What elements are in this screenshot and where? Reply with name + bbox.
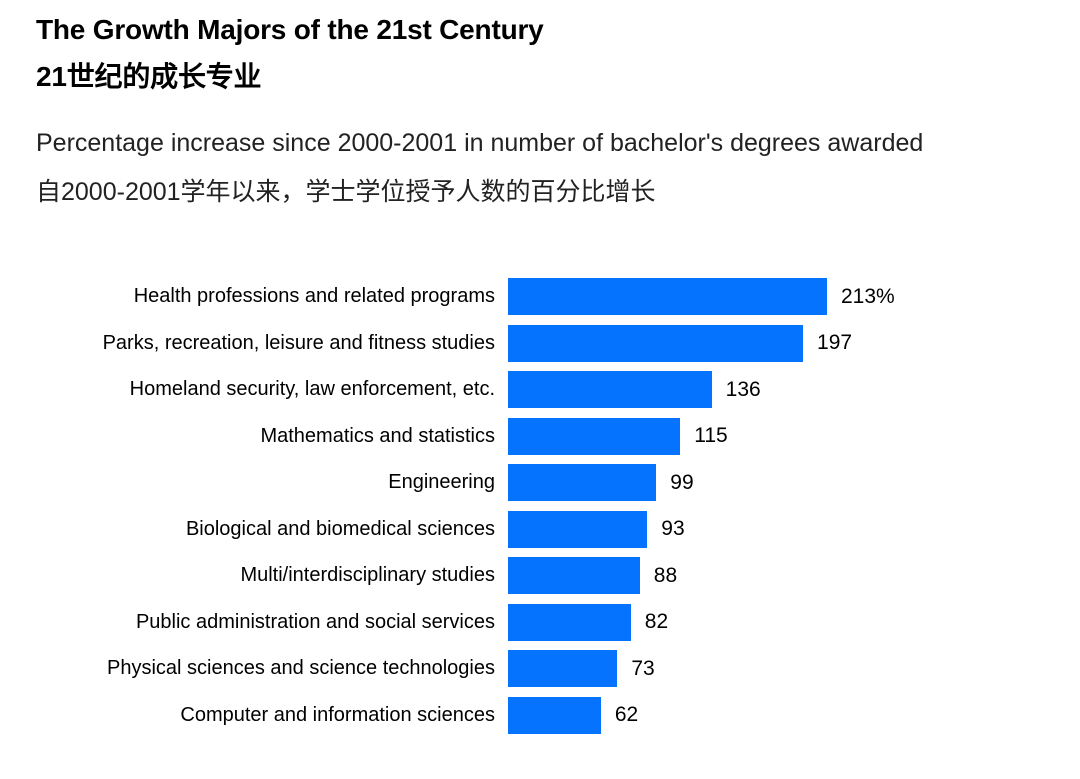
- value-label: 73: [631, 656, 655, 680]
- bar-zone: 73: [508, 650, 1040, 688]
- bar-zone: 62: [508, 696, 1040, 734]
- chart-row: Public administration and social service…: [36, 599, 1040, 646]
- bar: [508, 371, 712, 409]
- chart-row: Computer and information sciences 62: [36, 692, 1040, 739]
- bar-chart: Health professions and related programs 2…: [36, 274, 1040, 739]
- category-label: Multi/interdisciplinary studies: [240, 564, 495, 587]
- bar-zone: 82: [508, 603, 1040, 641]
- value-label: 93: [661, 517, 685, 541]
- category-label: Engineering: [388, 471, 495, 494]
- value-label: 213%: [841, 284, 895, 308]
- chart-row: Homeland security, law enforcement, etc.…: [36, 367, 1040, 414]
- category-label: Public administration and social service…: [135, 610, 495, 633]
- chart-row: Engineering 99: [36, 460, 1040, 507]
- chart-row: Health professions and related programs 2…: [36, 274, 1040, 321]
- bar: [508, 650, 618, 688]
- bar: [508, 464, 657, 502]
- value-label: 82: [644, 610, 669, 634]
- value-label: 62: [614, 703, 639, 727]
- category-label: Homeland security, law enforcement, etc.: [129, 378, 495, 401]
- value-label: 136: [725, 377, 761, 401]
- subtitle-chinese: 自2000-2001学年以来，学士学位授予人数的百分比增长: [36, 177, 656, 206]
- subtitle-english: Percentage increase since 2000-2001 in n…: [36, 128, 924, 157]
- bar: [508, 278, 827, 316]
- value-label: 99: [670, 470, 694, 494]
- bar-zone: 197: [508, 324, 1040, 362]
- category-label: Mathematics and statistics: [260, 424, 495, 447]
- bar-zone: 93: [508, 510, 1040, 548]
- bar: [508, 417, 681, 455]
- chart-row: Parks, recreation, leisure and fitness s…: [36, 320, 1040, 367]
- bar-zone: 213%: [508, 278, 1040, 316]
- title-english: The Growth Majors of the 21st Century: [36, 14, 544, 45]
- bar-zone: 136: [508, 371, 1040, 409]
- bar-zone: 115: [508, 417, 1040, 455]
- category-label: Physical sciences and science technologi…: [107, 657, 495, 680]
- category-label: Health professions and related programs: [133, 285, 495, 308]
- category-label: Parks, recreation, leisure and fitness s…: [102, 331, 495, 354]
- value-label: 115: [694, 424, 728, 448]
- bar: [508, 324, 804, 362]
- bar-zone: 88: [508, 557, 1040, 595]
- bar-zone: 99: [508, 464, 1040, 502]
- value-label: 197: [817, 331, 853, 355]
- chart-row: Physical sciences and science technologi…: [36, 646, 1040, 693]
- category-label: Computer and information sciences: [180, 703, 495, 726]
- bar: [508, 557, 640, 595]
- value-label: 88: [653, 563, 678, 587]
- category-label: Biological and biomedical sciences: [185, 517, 495, 540]
- chart-row: Multi/interdisciplinary studies 88: [36, 553, 1040, 600]
- page: The Growth Majors of the 21st Century 21…: [36, 14, 1040, 739]
- chart-row: Biological and biomedical sciences 93: [36, 506, 1040, 553]
- title-chinese: 21世纪的成长专业: [36, 60, 262, 92]
- bar: [508, 696, 601, 734]
- bar: [508, 510, 648, 548]
- chart-row: Mathematics and statistics 115: [36, 413, 1040, 460]
- bar: [508, 603, 631, 641]
